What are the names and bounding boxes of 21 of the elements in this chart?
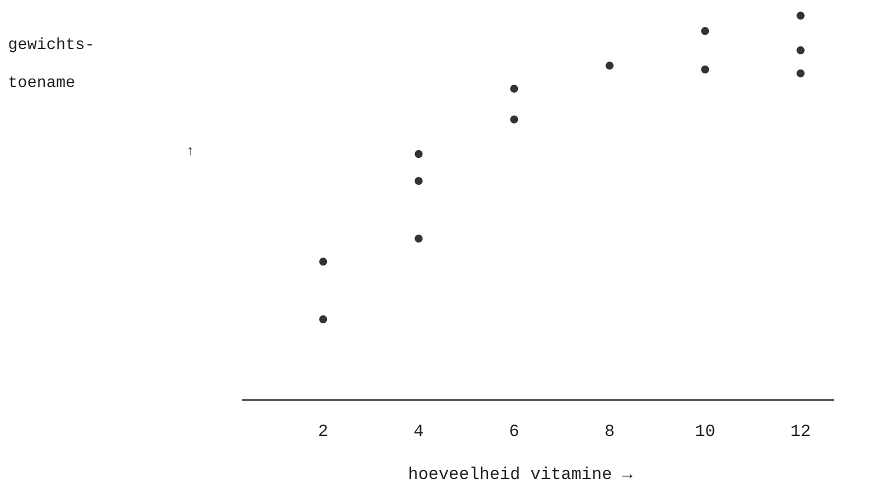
text: gewichts- toename ↑ [8,36,194,160]
x-tick-label: 12 [790,423,811,442]
point [701,27,710,36]
point [319,258,328,266]
x-axis-title: hoeveelheid vitamine → [408,466,632,485]
point [510,84,518,93]
x-tick-label: 8 [604,423,615,442]
point [414,150,423,158]
point [510,115,518,124]
x-tick-label: 2 [318,423,328,442]
point [414,176,423,185]
x-tick-label: 10 [694,423,716,442]
point [701,65,710,74]
point [796,12,805,20]
x-tick-label: 4 [414,423,424,442]
point [414,234,423,243]
point [606,62,614,70]
point [319,315,328,324]
x-tick-label: 6 [509,423,520,442]
point [796,69,805,78]
point [796,46,805,54]
